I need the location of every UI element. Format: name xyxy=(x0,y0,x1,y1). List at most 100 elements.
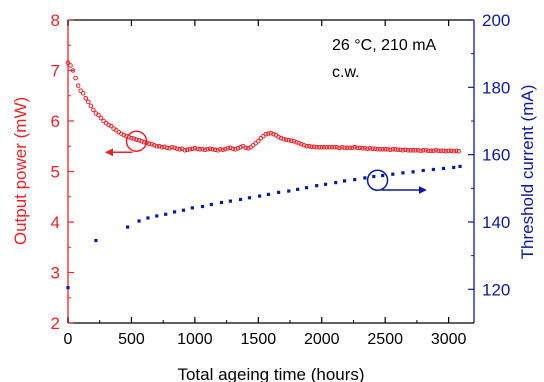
output-power-point xyxy=(296,140,302,146)
output-power-point xyxy=(291,138,297,144)
output-power-point xyxy=(263,131,269,137)
threshold-current-point xyxy=(304,186,309,190)
output-power-point xyxy=(319,144,325,150)
output-power-point xyxy=(86,99,91,105)
output-power-point xyxy=(266,131,271,136)
output-power-point xyxy=(408,147,413,153)
threshold-current-point xyxy=(458,164,462,169)
threshold-current-point xyxy=(401,171,405,175)
output-power-point xyxy=(217,146,223,152)
threshold-current-point xyxy=(137,219,141,223)
output-power-point xyxy=(65,60,71,66)
output-power-point xyxy=(225,145,231,151)
y-axis-right-label: Threshold current (mA) xyxy=(518,85,537,260)
output-power-point xyxy=(96,112,101,118)
output-power-point xyxy=(321,144,327,150)
x-tick-label: 2500 xyxy=(367,331,403,348)
output-power-point xyxy=(164,145,170,151)
output-power-point xyxy=(344,145,350,151)
y-left-tick-label: 3 xyxy=(51,264,60,283)
output-power-point xyxy=(342,145,347,151)
output-power-point xyxy=(410,147,416,153)
output-power-point xyxy=(174,146,180,152)
output-power-point xyxy=(329,144,335,150)
x-tick-label: 3000 xyxy=(431,331,467,348)
output-power-point xyxy=(210,146,215,152)
output-power-point xyxy=(136,137,142,143)
threshold-current-point xyxy=(342,179,347,183)
output-power-point xyxy=(304,143,309,149)
output-power-point xyxy=(354,145,360,151)
threshold-current-point xyxy=(247,196,252,200)
output-power-point xyxy=(238,144,243,150)
output-power-point xyxy=(441,148,446,154)
output-power-point xyxy=(91,107,96,113)
output-power-point xyxy=(131,136,137,141)
output-power-point xyxy=(283,137,289,142)
threshold-current-point xyxy=(277,190,281,194)
output-power-point xyxy=(385,146,391,152)
output-power-point xyxy=(387,147,393,153)
output-power-point xyxy=(349,145,355,151)
threshold-current-point xyxy=(190,206,194,210)
output-power-point xyxy=(177,146,182,152)
threshold-current-point xyxy=(391,172,395,176)
output-power-point xyxy=(456,149,462,154)
output-power-point xyxy=(431,148,436,154)
y-right-tick-label: 180 xyxy=(482,78,510,97)
output-power-point xyxy=(205,146,210,152)
output-power-point xyxy=(172,145,177,151)
output-power-point xyxy=(347,145,352,151)
output-power-point xyxy=(357,145,363,151)
threshold-current-point xyxy=(296,187,300,191)
power-series-circle xyxy=(125,130,148,152)
y-left-tick-label: 2 xyxy=(51,314,60,333)
threshold-current-point xyxy=(323,182,328,186)
threshold-current-point xyxy=(266,192,271,196)
threshold-current-point xyxy=(228,199,232,203)
x-tick-label: 1500 xyxy=(241,331,277,348)
y-left-tick-label: 4 xyxy=(51,213,60,232)
threshold-current-point xyxy=(353,177,357,182)
threshold-current-point xyxy=(372,174,376,179)
output-power-point xyxy=(121,132,127,138)
output-power-point xyxy=(154,143,160,149)
threshold-current-point xyxy=(381,173,385,178)
y-left-tick-label: 5 xyxy=(51,163,60,182)
y-left-tick-label: 8 xyxy=(51,11,60,30)
threshold-current-point xyxy=(287,189,291,193)
threshold-current-point xyxy=(126,225,130,229)
output-power-point xyxy=(451,149,457,154)
output-power-point xyxy=(367,145,373,151)
ticks-group: 0 500 1000 1500 2000 2500 3000 2 3 4 5 6 7 8 120 140 160… xyxy=(51,11,511,348)
threshold-current-point xyxy=(411,170,415,174)
output-power-point xyxy=(197,146,203,152)
output-power-point xyxy=(256,138,261,144)
output-power-point xyxy=(271,131,276,137)
threshold-current-point xyxy=(421,168,425,173)
output-power-point xyxy=(382,146,388,152)
output-power-point xyxy=(400,147,406,153)
output-power-point xyxy=(78,88,83,93)
annotation-line-1: 26 °C, 210 mA xyxy=(332,37,437,54)
output-power-point xyxy=(299,141,304,147)
output-power-point xyxy=(202,147,208,153)
x-tick-label: 500 xyxy=(118,331,145,348)
output-power-point xyxy=(162,144,167,150)
x-axis-label: Total ageing time (hours) xyxy=(177,365,364,382)
output-power-point xyxy=(182,147,188,153)
threshold-current-point xyxy=(200,204,205,209)
output-power-point xyxy=(159,144,165,150)
output-power-point xyxy=(108,123,114,129)
output-power-point xyxy=(403,147,408,153)
threshold-current-point xyxy=(219,200,224,205)
output-power-point xyxy=(443,149,449,154)
output-power-point xyxy=(380,146,385,152)
y-right-tick-label: 200 xyxy=(482,11,510,30)
x-tick-label: 2000 xyxy=(304,331,340,348)
output-power-point xyxy=(309,144,314,150)
output-power-point xyxy=(324,144,330,150)
output-power-point xyxy=(405,147,411,153)
output-power-point xyxy=(245,145,251,151)
output-power-point xyxy=(420,147,426,153)
